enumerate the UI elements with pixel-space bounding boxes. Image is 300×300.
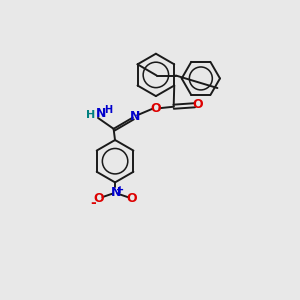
Text: O: O: [127, 192, 137, 205]
Text: N: N: [110, 186, 121, 199]
Text: -: -: [91, 196, 96, 210]
Text: H: H: [86, 110, 95, 120]
Text: H: H: [104, 105, 113, 115]
Text: O: O: [193, 98, 203, 111]
Text: N: N: [96, 107, 106, 120]
Text: O: O: [151, 102, 161, 115]
Text: O: O: [93, 192, 104, 205]
Text: +: +: [116, 185, 124, 195]
Text: N: N: [130, 110, 140, 123]
